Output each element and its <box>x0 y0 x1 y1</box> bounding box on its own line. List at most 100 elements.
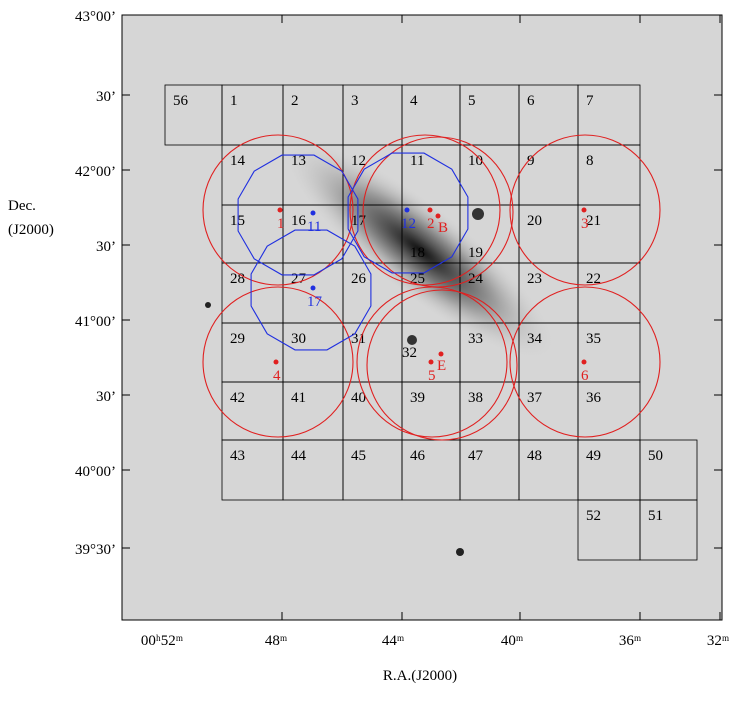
field-label: 36 <box>586 390 602 406</box>
field-label: 13 <box>291 153 306 169</box>
y-tick-label: 43°00’ <box>75 9 116 25</box>
galaxy-companion <box>407 335 417 345</box>
field-label: 22 <box>586 271 601 287</box>
field-label: 3 <box>351 93 359 109</box>
field-label: 14 <box>230 153 246 169</box>
field-label: 30 <box>291 331 306 347</box>
field-label: 23 <box>527 271 542 287</box>
blue-target-label: 11 <box>307 219 321 235</box>
red-target-label: 5 <box>428 368 436 384</box>
red-target <box>427 207 433 213</box>
x-tick-label: 40ᵐ <box>501 633 524 649</box>
red-target-label: 2 <box>427 216 435 232</box>
frame <box>121 14 723 621</box>
y-tick-label: 41°00’ <box>75 314 116 330</box>
red-target <box>277 207 283 213</box>
field-label: 48 <box>527 448 542 464</box>
x-tick-label: 36ᵐ <box>619 633 642 649</box>
field-label: 38 <box>468 390 483 406</box>
field-label: 34 <box>527 331 543 347</box>
field-label: 49 <box>586 448 601 464</box>
y-tick-label: 42°00’ <box>75 164 116 180</box>
field-label: 2 <box>291 93 299 109</box>
galaxy-companion <box>472 208 484 220</box>
field-label: 50 <box>648 448 663 464</box>
field-label: 56 <box>173 93 189 109</box>
field-label: 35 <box>586 331 601 347</box>
field-label: 43 <box>230 448 245 464</box>
y-tick-label: 30’ <box>96 239 116 255</box>
red-target <box>438 351 444 357</box>
red-pointing <box>509 286 661 438</box>
x-tick-label: 32ᵐ <box>707 633 730 649</box>
red-target <box>581 359 587 365</box>
field-label: 1 <box>230 93 238 109</box>
y-axis-label: (J2000) <box>8 222 54 238</box>
blue-target <box>310 285 316 291</box>
field-label: 44 <box>291 448 307 464</box>
field-label: 18 <box>410 245 425 261</box>
red-pointing <box>202 286 354 438</box>
red-pointing <box>356 286 508 438</box>
blue-target <box>310 210 316 216</box>
y-tick-label: 40°00’ <box>75 464 116 480</box>
field-label: 11 <box>410 153 424 169</box>
red-target-label: 1 <box>277 216 285 232</box>
red-pointing <box>366 289 518 441</box>
y-tick-label: 30’ <box>96 89 116 105</box>
x-tick-label: 48ᵐ <box>265 633 288 649</box>
field-label: 41 <box>291 390 306 406</box>
field-label: 26 <box>351 271 367 287</box>
field-label: 42 <box>230 390 245 406</box>
red-target-label: 4 <box>273 368 281 384</box>
x-tick-label: 00ʰ52ᵐ <box>141 633 184 649</box>
blue-pointing <box>237 154 359 276</box>
field-label: 32 <box>402 345 417 361</box>
field-label: 7 <box>586 93 594 109</box>
field-cell <box>639 499 698 561</box>
field-label: 4 <box>410 93 418 109</box>
blue-target-label: 17 <box>307 294 323 310</box>
field-label: 21 <box>586 213 601 229</box>
field-label: 33 <box>468 331 483 347</box>
field-label: 46 <box>410 448 426 464</box>
field-label: 52 <box>586 508 601 524</box>
blue-target <box>404 207 410 213</box>
field-label: 37 <box>527 390 543 406</box>
y-axis-label: Dec. <box>8 198 36 214</box>
red-target-label: E <box>437 358 446 374</box>
field-label: 20 <box>527 213 542 229</box>
y-tick-label: 30’ <box>96 389 116 405</box>
red-target <box>273 359 279 365</box>
field-label: 45 <box>351 448 366 464</box>
field-label: 51 <box>648 508 663 524</box>
y-tick-label: 39°30’ <box>75 542 116 558</box>
field-label: 8 <box>586 153 594 169</box>
star <box>456 548 464 556</box>
red-target <box>428 359 434 365</box>
x-tick-label: 44ᵐ <box>382 633 405 649</box>
red-target <box>435 213 441 219</box>
field-label: 16 <box>291 213 307 229</box>
field-label: 19 <box>468 245 483 261</box>
blue-target-label: 12 <box>401 216 416 232</box>
red-pointing <box>202 134 354 286</box>
field-label: 12 <box>351 153 366 169</box>
field-label: 47 <box>468 448 484 464</box>
field-label: 15 <box>230 213 245 229</box>
field-label: 39 <box>410 390 425 406</box>
field-label: 5 <box>468 93 476 109</box>
field-label: 6 <box>527 93 535 109</box>
field-label: 27 <box>291 271 307 287</box>
red-target <box>581 207 587 213</box>
red-target-label: 3 <box>581 216 589 232</box>
red-target-label: 6 <box>581 368 589 384</box>
star <box>205 302 211 308</box>
axes: 43°00’ 30’ 42°00’ 30’ 41°00’ 30’ 40°00’ 39°30’ 0… <box>8 9 730 684</box>
red-target-label: B <box>438 220 448 236</box>
field-label: 40 <box>351 390 366 406</box>
